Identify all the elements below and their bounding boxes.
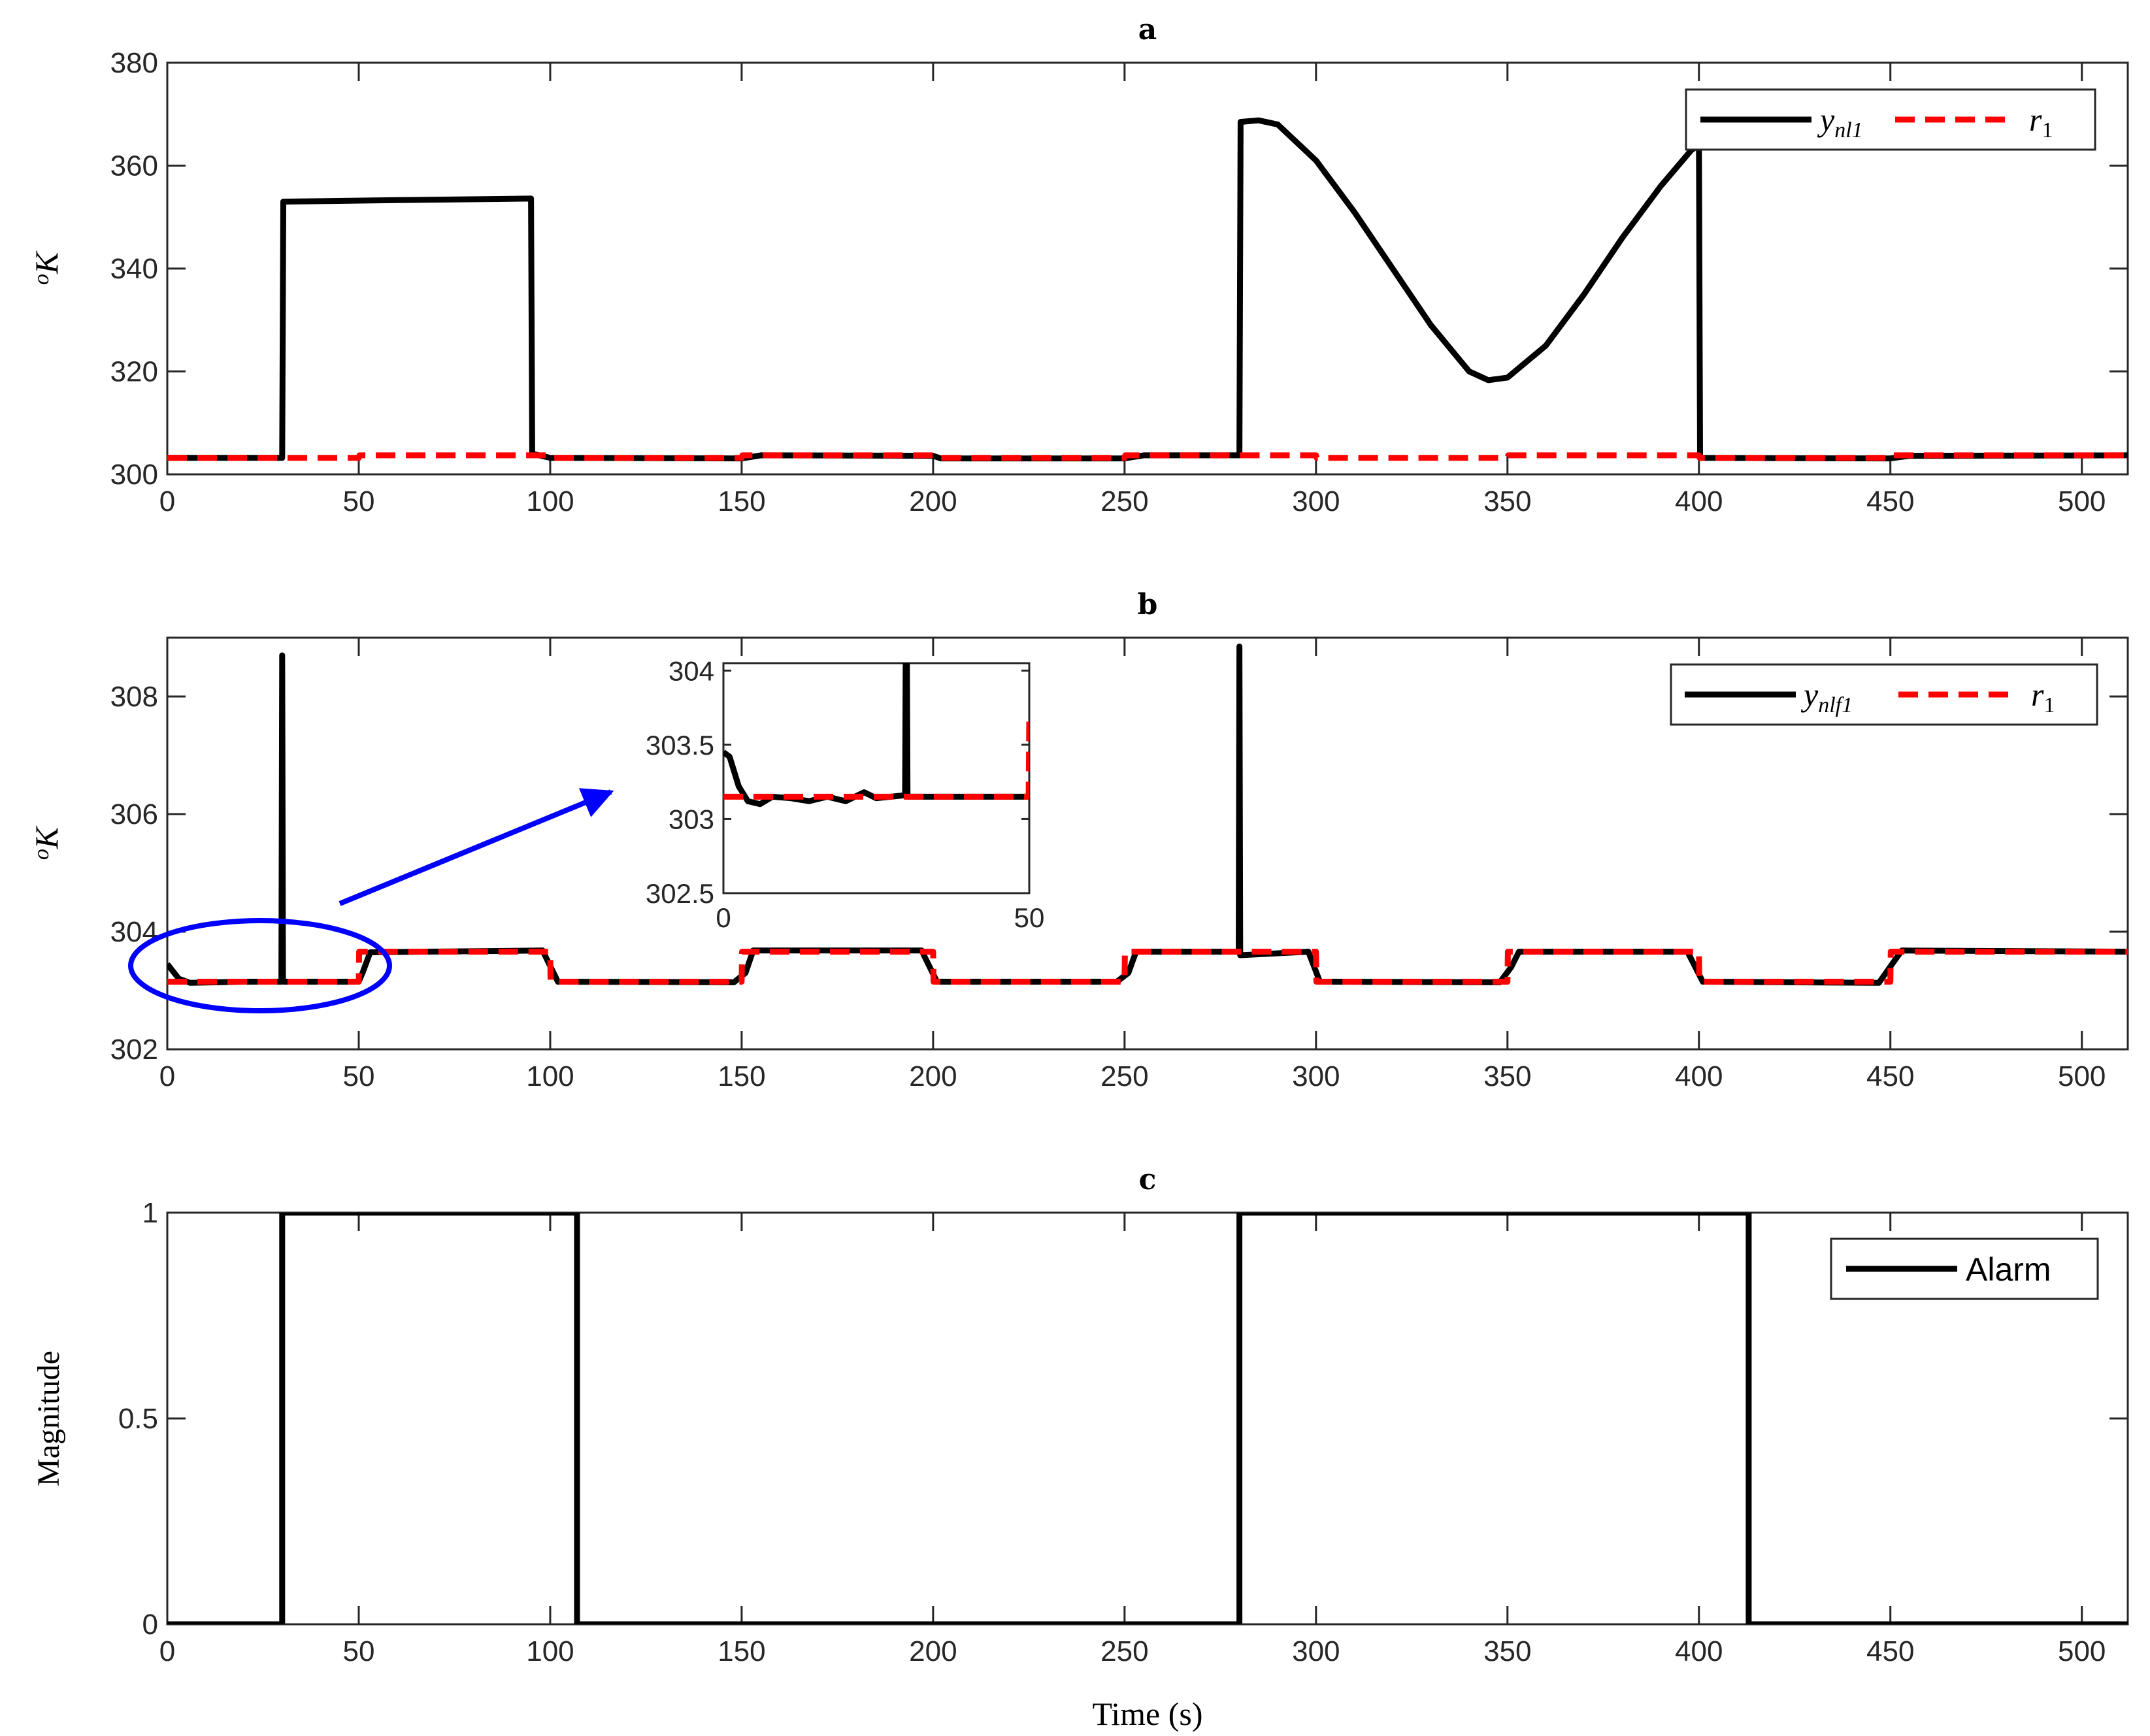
zoom-callout-ellipse [128, 918, 392, 1013]
zoom-callout-arrow [339, 788, 614, 906]
panel-c-xtick-label: 150 [718, 1635, 765, 1667]
panel-a-xtick-label: 500 [2058, 485, 2106, 517]
panel-b-xtick-label: 350 [1483, 1060, 1531, 1092]
panel-a-xtick-label: 350 [1483, 485, 1531, 517]
panel-b-ytick-label: 302 [110, 1034, 158, 1066]
panel-a-xtick-label: 50 [342, 485, 374, 517]
panel-a-xtick-label: 450 [1866, 485, 1914, 517]
inset-frame [722, 662, 1031, 894]
inset-xtick-label: 0 [716, 902, 731, 933]
panel-a-xtick-label: 100 [526, 485, 574, 517]
panel-c-xtick-label: 400 [1675, 1635, 1723, 1667]
panel-b-xtick-label: 150 [718, 1060, 765, 1092]
panel-b-ytick-label: 308 [110, 681, 158, 713]
panel-a: a 0 50 100 150 200 250 300 350 400 450 500 300 320 34… [28, 13, 2129, 517]
inset-axes: 0 50 302.5 303 303.5 304 [646, 655, 1044, 933]
panel-a-ytick-label: 320 [110, 356, 158, 388]
panel-c-xtick-label: 0 [159, 1635, 175, 1667]
panel-a-xtick-label: 250 [1100, 485, 1148, 517]
panel-b-inset: 0 50 302.5 303 303.5 304 [646, 655, 1044, 933]
panel-b-lines [167, 644, 2128, 986]
panel-c-title: c [1139, 1163, 1157, 1196]
panel-a-ylabel: oK [28, 250, 65, 285]
inset-ytick-label: 303 [669, 804, 714, 834]
panel-b-ytick-label: 306 [110, 798, 158, 830]
panel-c-ylabel: Magnitude [31, 1351, 66, 1486]
panel-a-title: a [1138, 13, 1157, 46]
panel-c-lines [167, 1213, 2128, 1624]
panel-b-frame [166, 636, 2129, 1051]
panel-b-xtick-label: 50 [342, 1060, 374, 1092]
panel-c-legend: Alarm [1830, 1237, 2099, 1300]
panel-a-xtick-label: 150 [718, 485, 765, 517]
panel-b-series-r1 [167, 949, 2128, 985]
panel-c-xtick-label: 250 [1100, 1635, 1148, 1667]
panel-a-series-r1 [167, 452, 2128, 461]
panel-c-xtick-label: 300 [1292, 1635, 1340, 1667]
panel-b-xtick-label: 200 [909, 1060, 957, 1092]
legend-label-ynl1: ynl1 [1817, 101, 1863, 142]
inset-ytick-label: 303.5 [646, 730, 714, 761]
panel-a-xtick-label: 300 [1292, 485, 1340, 517]
panel-a-lines [167, 117, 2128, 462]
panel-b-title: b [1138, 588, 1158, 621]
panel-c: c 0 50 100 150 200 250 300 350 400 450 500 0 0.5 1 Ma… [31, 1163, 2129, 1732]
panel-b-axes: 0 50 100 150 200 250 300 350 400 450 5003023043063… [110, 636, 2129, 1092]
panel-b-xtick-label: 0 [159, 1060, 175, 1092]
panel-c-ytick-label: 0 [142, 1609, 158, 1641]
panel-b-ylabel: oK [28, 825, 65, 860]
panel-a-legend: ynl1 r1 [1685, 88, 2096, 151]
panel-b-xtick-label: 100 [526, 1060, 574, 1092]
panel-c-axes: 0 50 100 150 200 250 300 350 400 450 500 0 0.5 1 [118, 1197, 2129, 1667]
panel-a-xtick-label: 400 [1675, 485, 1723, 517]
panel-c-xlabel: Time (s) [1092, 1695, 1202, 1732]
panel-a-ytick-label: 340 [110, 253, 158, 285]
panel-c-xtick-label: 500 [2058, 1635, 2106, 1667]
panel-a-xtick-label: 200 [909, 485, 957, 517]
panel-b-xtick-label: 450 [1866, 1060, 1914, 1092]
inset-xtick-label: 50 [1014, 902, 1045, 933]
panel-c-xtick-label: 50 [342, 1635, 374, 1667]
panel-c-ytick-label: 0.5 [118, 1403, 158, 1435]
legend-label-alarm: Alarm [1966, 1251, 2051, 1288]
panel-b-xtick-label: 300 [1292, 1060, 1340, 1092]
legend-label-ynlf1: ynlf1 [1800, 676, 1853, 717]
panel-c-xtick-label: 350 [1483, 1635, 1531, 1667]
panel-c-xtick-label: 200 [909, 1635, 957, 1667]
panel-c-ytick-label: 1 [142, 1197, 158, 1229]
panel-b-xtick-label: 400 [1675, 1060, 1723, 1092]
panel-a-axes: 0 50 100 150 200 250 300 350 400 450 500 300 320 340 3… [110, 47, 2129, 517]
inset-ytick-label: 304 [669, 655, 714, 686]
panel-a-xtick-label: 0 [159, 485, 175, 517]
panel-a-series-ynl1 [167, 117, 2128, 462]
inset-lines [723, 663, 1029, 808]
panel-c-series-Alarm [167, 1213, 2128, 1624]
panel-c-xtick-label: 100 [526, 1635, 574, 1667]
inset-series-r1 [723, 721, 1029, 800]
panel-b-xtick-label: 250 [1100, 1060, 1148, 1092]
panel-b-xtick-label: 500 [2058, 1060, 2106, 1092]
panel-b-legend: ynlf1 r1 [1670, 663, 2098, 726]
panel-a-ytick-label: 360 [110, 150, 158, 182]
panel-b: b 0 50 100 150 200 250 300 350 400 450 50030230430… [28, 588, 2129, 1092]
panel-a-ytick-label: 380 [110, 47, 158, 79]
inset-ytick-label: 302.5 [646, 878, 714, 909]
panel-c-xtick-label: 450 [1866, 1635, 1914, 1667]
panel-a-ytick-label: 300 [110, 459, 158, 491]
